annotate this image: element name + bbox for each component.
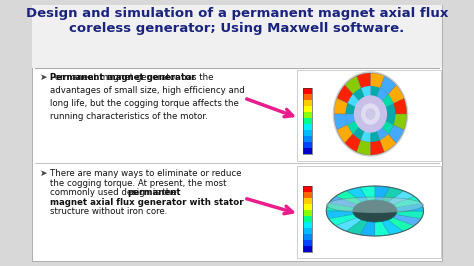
Polygon shape (393, 114, 407, 130)
Polygon shape (382, 220, 403, 235)
Text: structure without iron core.: structure without iron core. (50, 207, 167, 217)
Circle shape (355, 96, 386, 132)
Polygon shape (396, 211, 423, 219)
FancyBboxPatch shape (32, 5, 442, 261)
Polygon shape (334, 98, 347, 114)
Text: Design and simulation of a permanent magnet axial flux: Design and simulation of a permanent mag… (26, 7, 448, 20)
Bar (303, 192, 312, 198)
Polygon shape (345, 76, 361, 94)
Circle shape (366, 109, 375, 119)
Bar (303, 118, 312, 124)
Polygon shape (360, 222, 375, 236)
Bar (303, 222, 312, 228)
Polygon shape (337, 125, 353, 143)
Circle shape (333, 72, 408, 156)
Polygon shape (328, 196, 357, 207)
Polygon shape (375, 222, 390, 236)
Ellipse shape (353, 200, 397, 222)
Polygon shape (393, 214, 421, 226)
Text: Permanent magnet generator has the
advantages of small size, high efficiency and: Permanent magnet generator has the advan… (50, 73, 245, 120)
Bar (303, 186, 312, 192)
Polygon shape (346, 103, 356, 114)
Bar (303, 204, 312, 210)
Polygon shape (346, 114, 356, 125)
Polygon shape (388, 218, 414, 231)
Bar (303, 198, 312, 204)
Bar (303, 186, 312, 252)
Polygon shape (385, 103, 395, 114)
Polygon shape (371, 140, 384, 155)
Bar (303, 106, 312, 112)
Bar (303, 240, 312, 246)
Polygon shape (380, 76, 396, 94)
Polygon shape (326, 211, 354, 219)
Polygon shape (337, 85, 353, 103)
Text: There are many ways to eliminate or reduce: There are many ways to eliminate or redu… (50, 169, 241, 178)
Polygon shape (371, 73, 384, 88)
Polygon shape (353, 88, 365, 101)
Bar (303, 210, 312, 216)
Bar (303, 234, 312, 240)
Polygon shape (380, 134, 396, 152)
Polygon shape (393, 196, 421, 207)
Bar (303, 130, 312, 136)
Polygon shape (336, 218, 362, 231)
Polygon shape (388, 125, 404, 143)
Bar (303, 100, 312, 106)
FancyBboxPatch shape (297, 70, 441, 161)
Polygon shape (382, 121, 393, 134)
FancyBboxPatch shape (32, 5, 442, 68)
Text: commonly used design is the: commonly used design is the (50, 188, 179, 197)
Bar (303, 148, 312, 154)
Polygon shape (371, 131, 380, 142)
Polygon shape (382, 94, 393, 107)
Polygon shape (356, 140, 371, 155)
Text: ➤: ➤ (40, 73, 47, 82)
Polygon shape (347, 94, 359, 107)
Bar (303, 112, 312, 118)
Polygon shape (336, 191, 362, 205)
FancyBboxPatch shape (297, 166, 441, 258)
Bar (303, 124, 312, 130)
Text: ➤: ➤ (40, 169, 47, 178)
Text: the cogging torque. At present, the most: the cogging torque. At present, the most (50, 178, 226, 188)
Polygon shape (393, 98, 407, 114)
Polygon shape (334, 114, 347, 130)
Circle shape (362, 104, 379, 124)
Polygon shape (375, 186, 390, 201)
Polygon shape (345, 134, 361, 152)
Text: permanent: permanent (128, 188, 181, 197)
Text: coreless generator; Using Maxwell software.: coreless generator; Using Maxwell softwa… (69, 22, 405, 35)
Polygon shape (376, 88, 388, 101)
Polygon shape (356, 73, 371, 88)
Polygon shape (361, 86, 371, 97)
Bar (303, 88, 312, 154)
Polygon shape (371, 86, 380, 97)
Polygon shape (353, 127, 365, 140)
Bar (303, 88, 312, 94)
Text: Permanent magnet generator: Permanent magnet generator (50, 73, 195, 82)
Polygon shape (376, 127, 388, 140)
Polygon shape (385, 114, 395, 125)
Bar (303, 228, 312, 234)
Polygon shape (388, 191, 414, 205)
Polygon shape (346, 220, 368, 235)
Polygon shape (382, 187, 403, 202)
Bar (303, 136, 312, 142)
Polygon shape (347, 121, 359, 134)
Polygon shape (346, 187, 368, 202)
Polygon shape (326, 203, 354, 211)
Polygon shape (361, 131, 371, 142)
Ellipse shape (326, 197, 423, 213)
Bar (303, 246, 312, 252)
Polygon shape (396, 203, 423, 211)
Polygon shape (388, 85, 404, 103)
Text: magnet axial flux generator with stator: magnet axial flux generator with stator (50, 198, 243, 207)
Polygon shape (328, 214, 357, 226)
Bar (303, 94, 312, 100)
Polygon shape (360, 186, 375, 201)
Bar (303, 216, 312, 222)
Bar (303, 142, 312, 148)
